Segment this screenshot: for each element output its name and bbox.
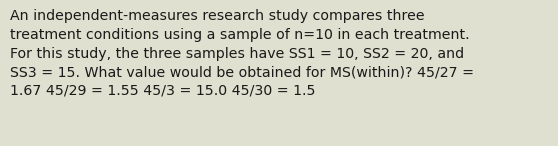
Text: An independent-measures research study compares three
treatment conditions using: An independent-measures research study c… <box>10 9 474 98</box>
